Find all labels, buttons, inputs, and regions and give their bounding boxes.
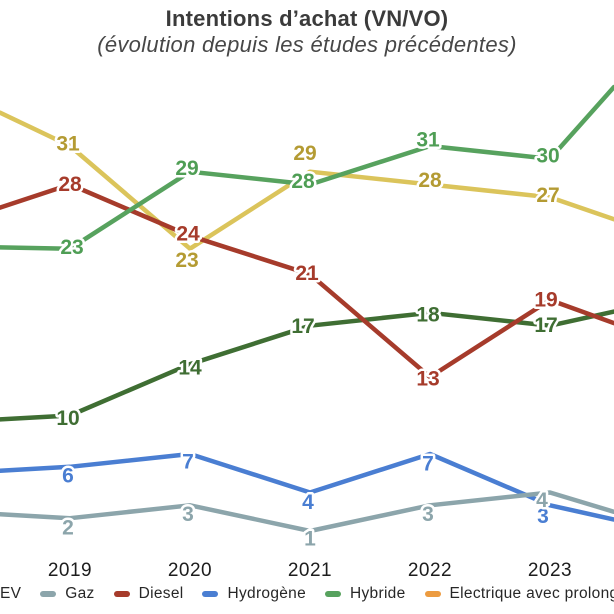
legend-swatch-icon <box>424 591 441 597</box>
data-label-diesel: 21 <box>295 262 319 285</box>
legend: EV Gaz Diesel Hydrogène Hybride Electrique av… <box>0 585 614 603</box>
data-label-gaz: 3 <box>182 503 194 526</box>
data-label-hydrogene: 3 <box>537 505 549 528</box>
data-label-hybride: 30 <box>536 144 559 167</box>
x-axis-label: 2021 <box>288 560 332 581</box>
legend-swatch-icon <box>40 591 57 597</box>
legend-item-label: Electrique avec prolong <box>449 585 614 602</box>
data-label-hybride: 28 <box>291 170 315 193</box>
series-line-gaz <box>0 490 614 534</box>
data-label-gaz: 3 <box>422 503 434 526</box>
data-label-diesel: 24 <box>176 222 200 245</box>
data-label-yellow: 29 <box>293 142 316 165</box>
legend-item-label: Hybride <box>350 585 406 602</box>
data-label-ev: 18 <box>416 303 440 326</box>
x-axis-label: 2020 <box>168 560 212 581</box>
data-label-hybride: 23 <box>60 236 83 259</box>
data-label-gaz: 2 <box>62 517 74 540</box>
legend-item-label: Diesel <box>138 585 184 602</box>
data-label-yellow: 23 <box>175 249 198 272</box>
chart-subtitle: (évolution depuis les études précédentes… <box>97 32 517 57</box>
data-label-diesel: 19 <box>534 289 557 312</box>
legend-item-ev[interactable]: EV <box>0 585 21 603</box>
legend-item-label: Hydrogène <box>227 585 307 602</box>
legend-item-hybride[interactable]: Hybride <box>325 585 406 603</box>
data-label-ev: 10 <box>56 407 79 430</box>
data-label-diesel: 28 <box>58 173 82 196</box>
x-axis-label: 2023 <box>528 560 572 581</box>
data-label-yellow: 31 <box>56 133 80 156</box>
legend-swatch-icon <box>202 591 219 597</box>
legend-swatch-icon <box>113 591 130 597</box>
chart-title: Intentions d’achat (VN/VO) <box>165 6 449 31</box>
data-label-hybride: 31 <box>416 129 440 152</box>
legend-item-label: Gaz <box>65 585 95 602</box>
legend-item-gaz[interactable]: Gaz <box>40 585 94 603</box>
data-label-hydrogene: 7 <box>182 451 194 474</box>
series-line-yellow <box>0 110 614 251</box>
legend-swatch-icon <box>325 591 342 597</box>
x-axis-label: 2022 <box>408 560 452 581</box>
data-label-hydrogene: 7 <box>422 453 434 476</box>
data-label-gaz: 4 <box>536 489 548 512</box>
legend-item-label: EV <box>0 585 22 602</box>
series-line-ev <box>0 309 614 422</box>
data-label-ev: 17 <box>534 314 557 337</box>
data-label-hydrogene: 6 <box>62 464 74 487</box>
data-label-yellow: 27 <box>536 184 559 207</box>
series-line-diesel <box>0 182 614 380</box>
data-label-yellow: 28 <box>418 169 442 192</box>
legend-item-electrique-avec-prolong[interactable]: Electrique avec prolong <box>424 585 614 603</box>
series-line-hybride <box>0 84 614 251</box>
data-label-gaz: 1 <box>304 528 316 551</box>
data-label-hybride: 29 <box>175 157 198 180</box>
data-label-diesel: 13 <box>416 368 439 391</box>
x-axis-label: 2019 <box>48 560 92 581</box>
legend-item-diesel[interactable]: Diesel <box>113 585 184 603</box>
legend-item-hydrogene[interactable]: Hydrogène <box>202 585 306 603</box>
data-label-hydrogene: 4 <box>302 491 314 514</box>
data-label-ev: 14 <box>178 357 202 380</box>
series-line-hydrogene <box>0 451 614 522</box>
data-label-ev: 17 <box>291 315 314 338</box>
